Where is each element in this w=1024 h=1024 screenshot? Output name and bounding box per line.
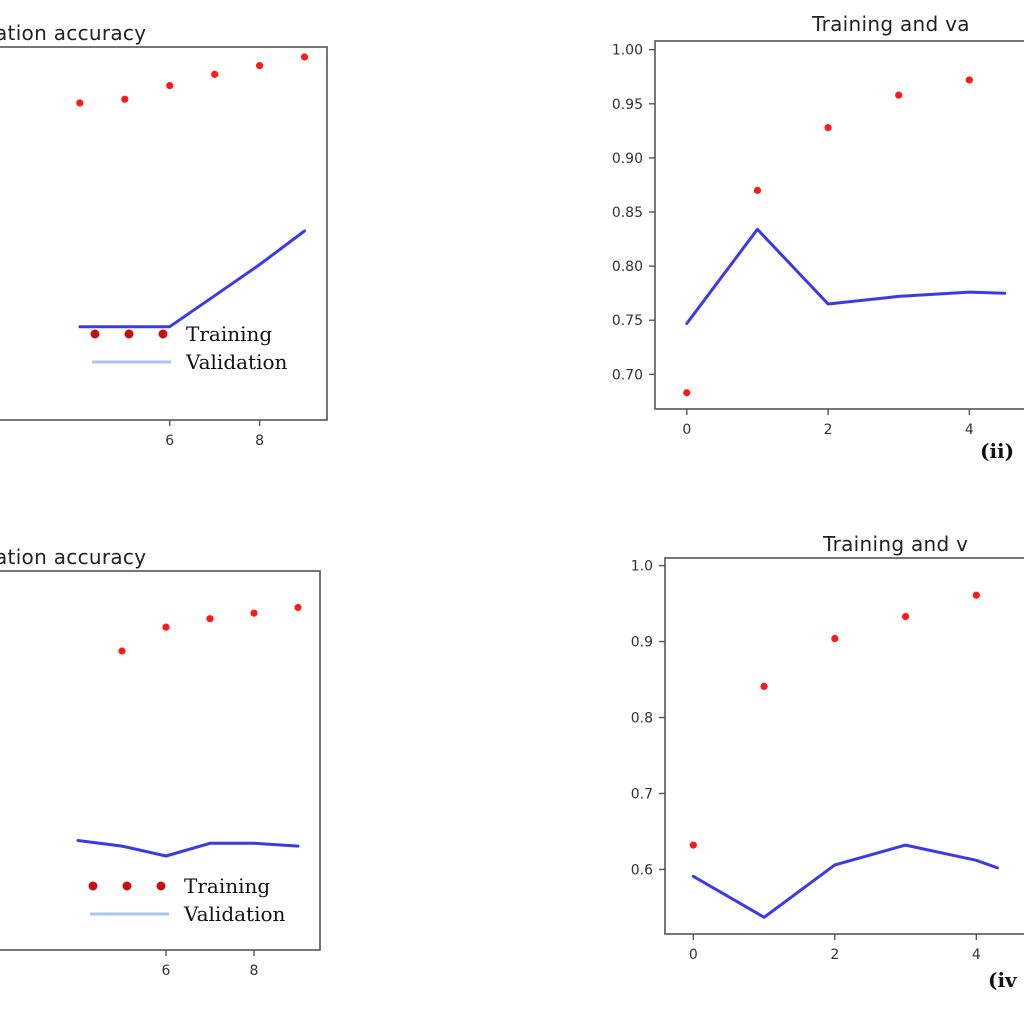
plot-frame [654,40,1024,410]
x-tick-label: 6 [162,963,171,979]
training-data-point [250,609,258,617]
panel-label: (iv [988,968,1018,992]
y-tick-label: 0.70 [612,367,643,383]
training-data-point [300,53,309,61]
legend-training-marker [90,329,100,339]
y-tick-label: 0.80 [612,259,643,275]
chart-panel-3: ation accuracy 6 8 Training Validation [0,545,321,979]
legend-training-marker [122,881,132,891]
training-data-point [211,70,219,78]
validation-series-line [78,229,306,329]
y-tick-label: 0.9 [631,635,653,651]
training-data-point [965,76,973,84]
x-tick-label: 4 [965,422,974,438]
training-data-point [760,682,768,690]
x-tick-label: 4 [972,947,981,963]
training-data-point [689,841,697,849]
legend: Training Validation [90,322,288,374]
y-tick-label: 0.6 [631,862,653,878]
legend-training-label: Training [186,322,272,346]
x-tick-label: 2 [824,422,833,438]
y-tick-label: 0.85 [612,205,643,221]
training-data-point [162,623,170,631]
y-tick-label: 1.0 [631,559,653,575]
legend-training-label: Training [184,874,270,898]
training-data-point [683,389,691,397]
panel-label: (ii) [980,439,1014,463]
x-tick-label: 6 [165,433,174,449]
training-data-point [831,634,839,643]
training-data-point [118,647,126,655]
training-data-point [972,591,980,599]
x-tick-label: 8 [255,433,264,449]
x-tick-label: 2 [830,947,839,963]
x-tick-label: 8 [250,963,259,979]
legend-validation-label: Validation [185,350,288,374]
y-tick-label: 1.00 [612,43,643,59]
plot-frame [0,570,321,951]
training-data-point [294,603,302,612]
x-tick-label: 0 [682,422,691,438]
training-data-point [901,612,910,621]
legend: Training Validation [88,874,286,926]
training-data-point [256,62,264,70]
legend-training-marker [156,881,166,891]
chart-title: Training and va [811,12,970,36]
x-tick-label: 0 [689,947,698,963]
chart-title: Training and v [822,532,968,556]
training-data-point [824,123,832,132]
training-data-point [895,91,903,99]
validation-series-line [691,843,999,919]
legend-validation-label: Validation [183,902,286,926]
chart-title: ation accuracy [0,21,146,45]
plot-frame [0,46,328,421]
chart-panel-2: Training and va 0 2 4 1.00 0.95 0.90 0.85 0.80 0.… [612,12,1024,463]
legend-training-marker [158,329,168,339]
legend-training-marker [124,329,134,339]
y-tick-label: 0.8 [631,711,653,727]
legend-training-marker [88,881,98,891]
validation-series-line [685,227,1007,325]
training-data-point [76,99,84,107]
training-data-point [166,81,174,90]
y-tick-label: 0.75 [612,313,643,329]
chart-title: ation accuracy [0,545,146,569]
validation-series-line [76,839,300,858]
y-tick-label: 0.90 [612,151,643,167]
training-data-point [206,615,214,623]
training-data-point [121,95,129,103]
plot-frame [664,557,1024,935]
chart-panel-4: Training and v 0 2 4 1.0 0.9 0.8 0.7 0.6 (iv [631,532,1024,992]
training-data-point [753,186,762,194]
chart-panel-1: ation accuracy 6 8 Training Validation [0,21,328,449]
y-tick-label: 0.7 [631,786,653,802]
y-tick-label: 0.95 [612,97,643,113]
